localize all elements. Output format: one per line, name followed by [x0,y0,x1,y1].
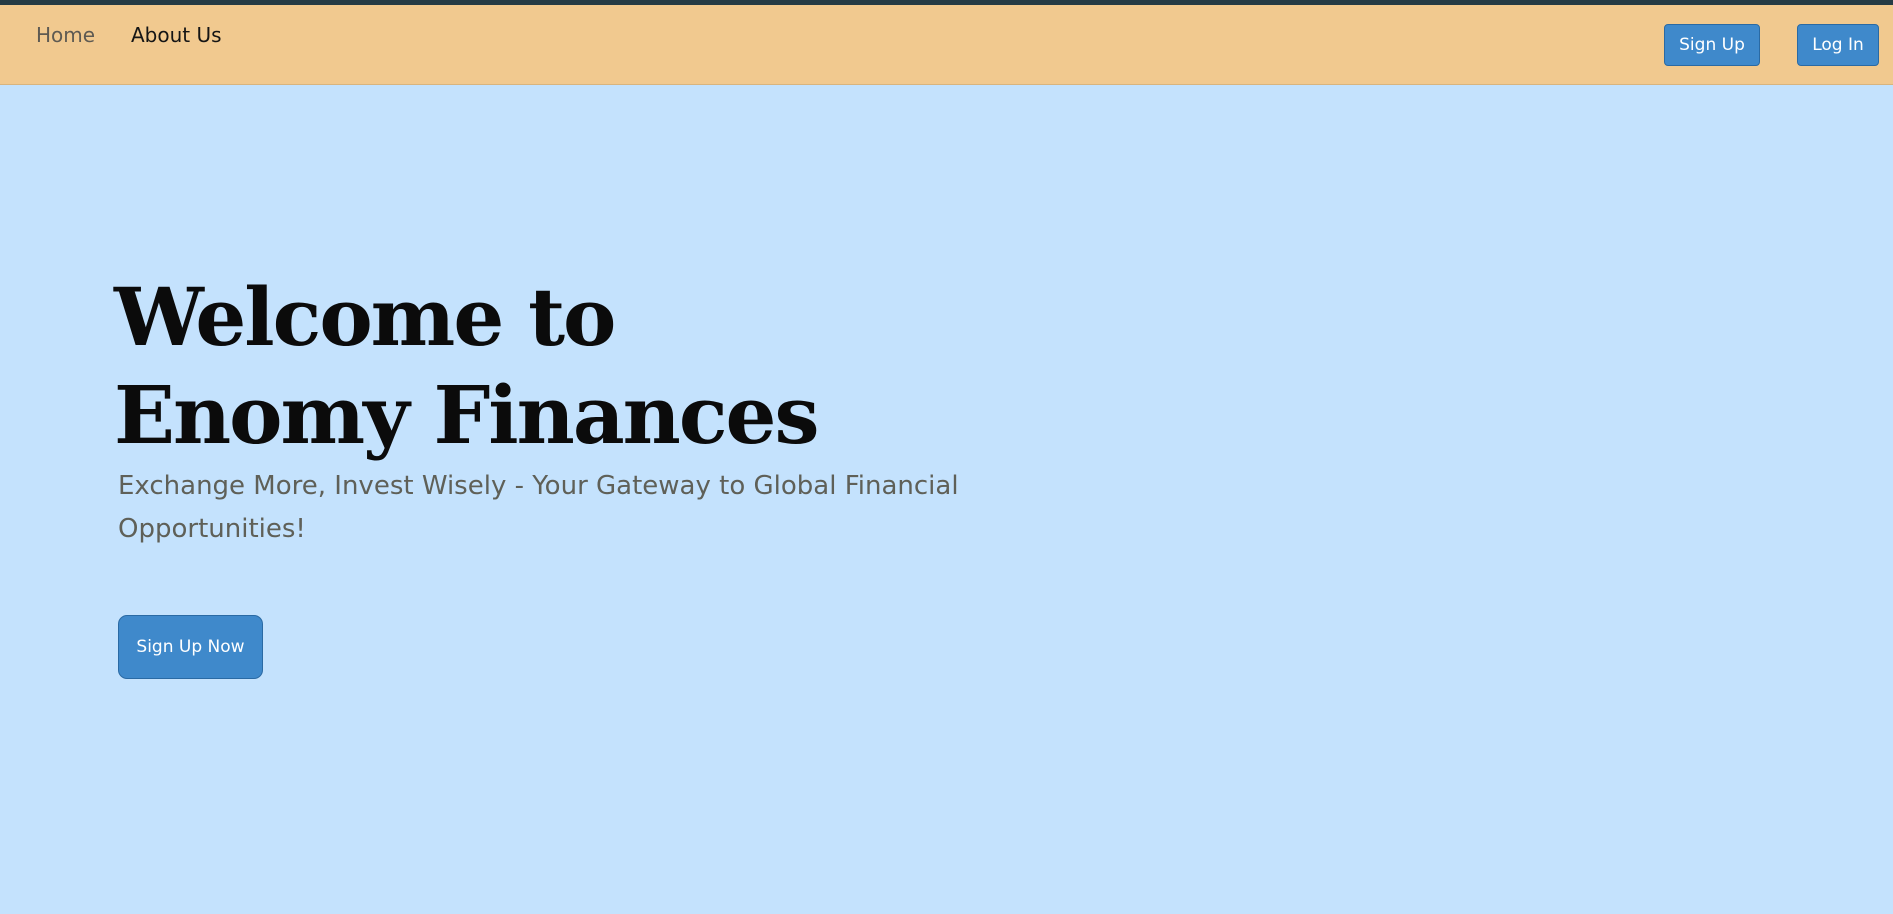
navbar: Home About Us Sign Up Log In [0,5,1893,85]
hero-title-line-1: Welcome to [114,270,614,364]
log-in-button[interactable]: Log In [1797,24,1879,66]
hero-subtitle: Exchange More, Invest Wisely - Your Gate… [118,465,1038,551]
nav-link-home[interactable]: Home [36,23,95,47]
hero-title-line-2: Enomy Finances [114,368,817,462]
hero-title: Welcome to Enomy Finances [114,268,817,464]
sign-up-now-button[interactable]: Sign Up Now [118,615,263,679]
sign-up-button[interactable]: Sign Up [1664,24,1760,66]
nav-link-about-us[interactable]: About Us [131,23,222,47]
